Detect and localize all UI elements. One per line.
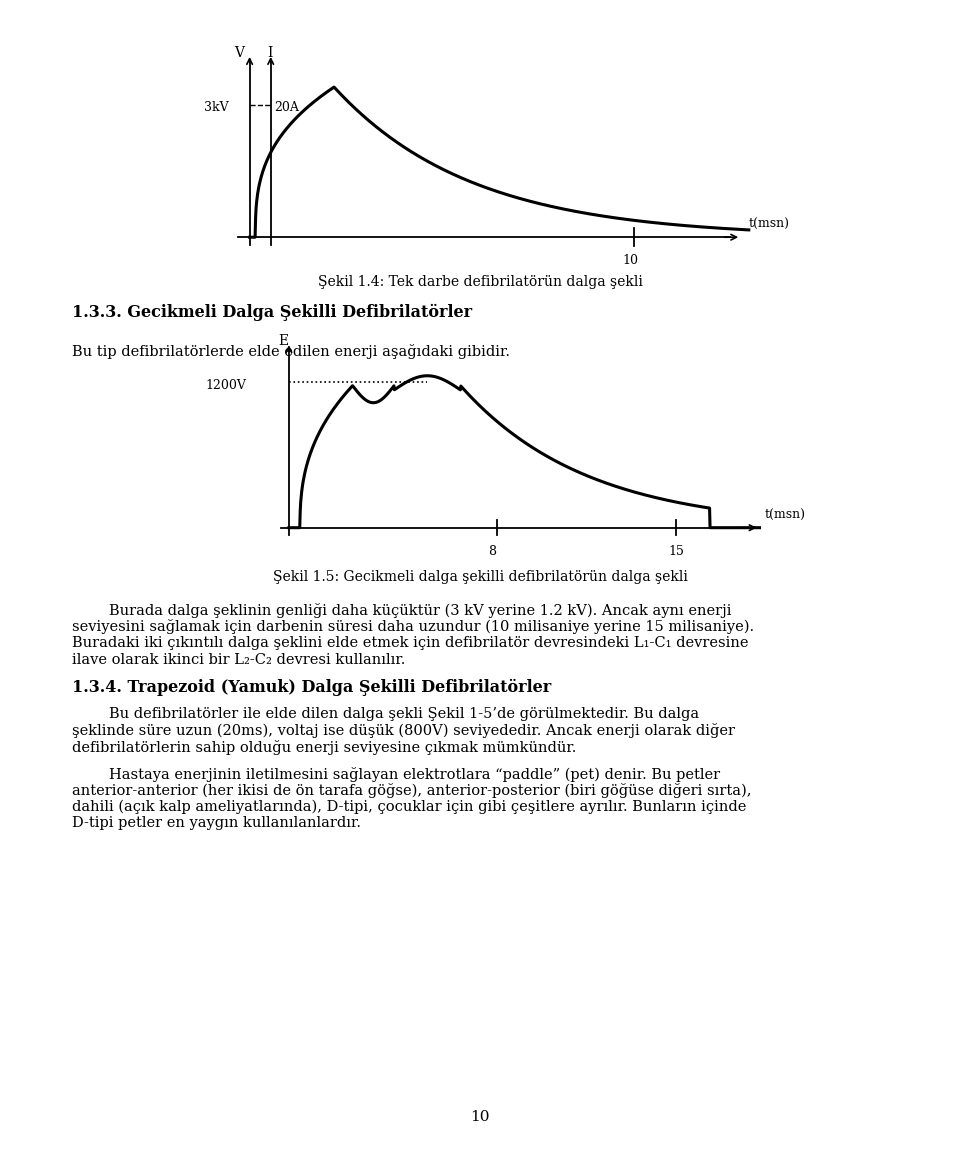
- Text: 15: 15: [668, 545, 684, 558]
- Text: Bu tip defibrilatörlerde elde edilen enerji aşağıdaki gibidir.: Bu tip defibrilatörlerde elde edilen ene…: [72, 344, 510, 359]
- Text: 1.3.3. Gecikmeli Dalga Şekilli Defibrilatörler: 1.3.3. Gecikmeli Dalga Şekilli Defibrila…: [72, 304, 472, 321]
- Text: 1200V: 1200V: [205, 379, 247, 393]
- Text: t(msn): t(msn): [749, 218, 790, 232]
- Text: 1.3.4. Trapezoid (Yamuk) Dalga Şekilli Defibrilatörler: 1.3.4. Trapezoid (Yamuk) Dalga Şekilli D…: [72, 679, 551, 696]
- Text: 20A: 20A: [275, 101, 300, 114]
- Text: I: I: [267, 46, 273, 60]
- Text: dahili (açık kalp ameliyatlarında), D-tipi, çocuklar için gibi çeşitlere ayrılır: dahili (açık kalp ameliyatlarında), D-ti…: [72, 799, 746, 814]
- Text: Buradaki iki çıkıntılı dalga şeklini elde etmek için defibrilatör devresindeki L: Buradaki iki çıkıntılı dalga şeklini eld…: [72, 636, 749, 650]
- Text: E: E: [277, 334, 288, 348]
- Text: şeklinde süre uzun (20ms), voltaj ise düşük (800V) seviyededir. Ancak enerji ola: şeklinde süre uzun (20ms), voltaj ise dü…: [72, 723, 735, 738]
- Text: ilave olarak ikinci bir L₂-C₂ devresi kullanılır.: ilave olarak ikinci bir L₂-C₂ devresi ku…: [72, 652, 405, 667]
- Text: Burada dalga şeklinin genliği daha küçüktür (3 kV yerine 1.2 kV). Ancak aynı ene: Burada dalga şeklinin genliği daha küçük…: [72, 602, 732, 617]
- Text: Bu defibrilatörler ile elde dilen dalga şekli Şekil 1-5’de görülmektedir. Bu dal: Bu defibrilatörler ile elde dilen dalga …: [72, 707, 699, 721]
- Text: D-tipi petler en yaygın kullanılanlardır.: D-tipi petler en yaygın kullanılanlardır…: [72, 816, 361, 829]
- Text: t(msn): t(msn): [765, 508, 806, 522]
- Text: Şekil 1.4: Tek darbe defibrilatörün dalga şekli: Şekil 1.4: Tek darbe defibrilatörün dalg…: [318, 275, 642, 289]
- Text: V: V: [234, 46, 244, 60]
- Text: 3kV: 3kV: [204, 101, 228, 114]
- Text: 10: 10: [622, 255, 638, 267]
- Text: defibrilatörlerin sahip olduğu enerji seviyesine çıkmak mümkündür.: defibrilatörlerin sahip olduğu enerji se…: [72, 740, 576, 755]
- Text: Şekil 1.5: Gecikmeli dalga şekilli defibrilatörün dalga şekli: Şekil 1.5: Gecikmeli dalga şekilli defib…: [273, 570, 687, 584]
- Text: anterior-anterior (her ikisi de ön tarafa göğse), anterior-posterior (biri göğüs: anterior-anterior (her ikisi de ön taraf…: [72, 783, 752, 798]
- Text: 8: 8: [489, 545, 496, 558]
- Text: 10: 10: [470, 1111, 490, 1124]
- Text: Hastaya enerjinin iletilmesini sağlayan elektrotlara “paddle” (pet) denir. Bu pe: Hastaya enerjinin iletilmesini sağlayan …: [72, 766, 720, 781]
- Text: seviyesini sağlamak için darbenin süresi daha uzundur (10 milisaniye yerine 15 m: seviyesini sağlamak için darbenin süresi…: [72, 620, 755, 635]
